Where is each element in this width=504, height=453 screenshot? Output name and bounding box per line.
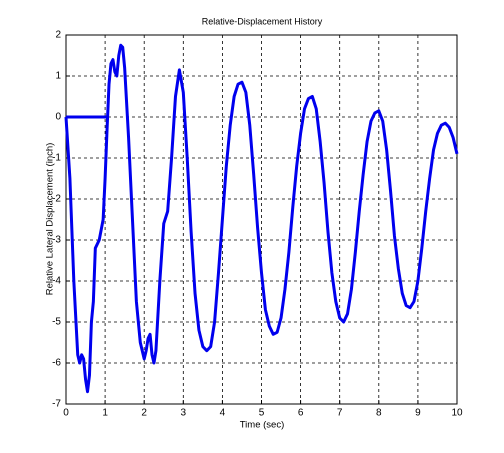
y-axis-label: Relative Lateral Displacement (inch) [45,143,56,296]
y-tick-label: -3 [52,235,61,246]
y-tick-label: -6 [52,358,61,369]
x-tick-label: 7 [337,408,343,419]
x-tick-label: 4 [220,408,226,419]
y-tick-label: -4 [52,276,61,287]
x-axis-label: Time (sec) [240,420,285,431]
x-tick-label: 2 [141,408,147,419]
y-tick-label: 0 [55,112,61,123]
x-tick-label: 10 [451,408,463,419]
x-tick-label: 1 [102,408,108,419]
x-tick-label: 6 [298,408,304,419]
x-tick-label: 9 [415,408,421,419]
data-line [64,43,459,394]
x-tick-label: 3 [181,408,187,419]
y-tick-label: 1 [55,71,61,82]
y-tick-label: -2 [52,194,61,205]
x-tick-label: 8 [376,408,382,419]
y-tick-label: -7 [52,399,61,410]
chart-title: Relative-Displacement History [202,16,323,26]
y-tick-label: -5 [52,317,61,328]
x-tick-label: 0 [63,408,69,419]
y-tick-label: -1 [52,153,61,164]
x-tick-label: 5 [259,408,265,419]
plot-frame [65,34,458,405]
y-tick-label: 2 [55,30,61,41]
